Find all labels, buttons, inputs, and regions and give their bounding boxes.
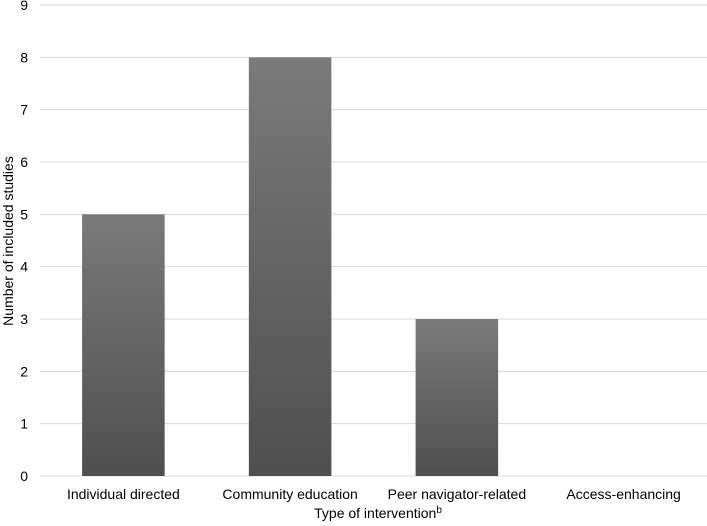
y-tick-label: 4 bbox=[20, 259, 28, 275]
x-tick-label: Community education bbox=[222, 486, 357, 502]
y-axis-title: Number of included studies bbox=[0, 156, 16, 326]
y-tick-label: 9 bbox=[20, 0, 28, 13]
y-tick-labels: 0 1 2 3 4 5 6 7 8 9 bbox=[20, 0, 28, 484]
x-axis-title: Type of interventionb bbox=[314, 505, 442, 521]
y-tick-label: 6 bbox=[20, 154, 28, 170]
x-tick-label: Peer navigator-related bbox=[388, 486, 527, 502]
bar-community-education bbox=[248, 57, 332, 476]
y-tick-label: 0 bbox=[20, 468, 28, 484]
x-tick-label: Access-enhancing bbox=[566, 486, 680, 502]
bars bbox=[82, 57, 499, 477]
y-tick-label: 3 bbox=[20, 311, 28, 327]
y-tick-label: 7 bbox=[20, 102, 28, 118]
x-axis-title-text: Type of intervention bbox=[314, 505, 436, 521]
bar-individual-directed bbox=[82, 214, 165, 477]
x-tick-label: Individual directed bbox=[67, 486, 180, 502]
x-axis-title-superscript: b bbox=[436, 505, 442, 516]
y-tick-label: 8 bbox=[20, 49, 28, 65]
x-tick-labels: Individual directed Community education Pe… bbox=[67, 486, 681, 502]
bar-peer-navigator-related bbox=[415, 319, 499, 476]
y-tick-label: 2 bbox=[20, 363, 28, 379]
y-tick-label: 1 bbox=[20, 416, 28, 432]
y-tick-label: 5 bbox=[20, 206, 28, 222]
